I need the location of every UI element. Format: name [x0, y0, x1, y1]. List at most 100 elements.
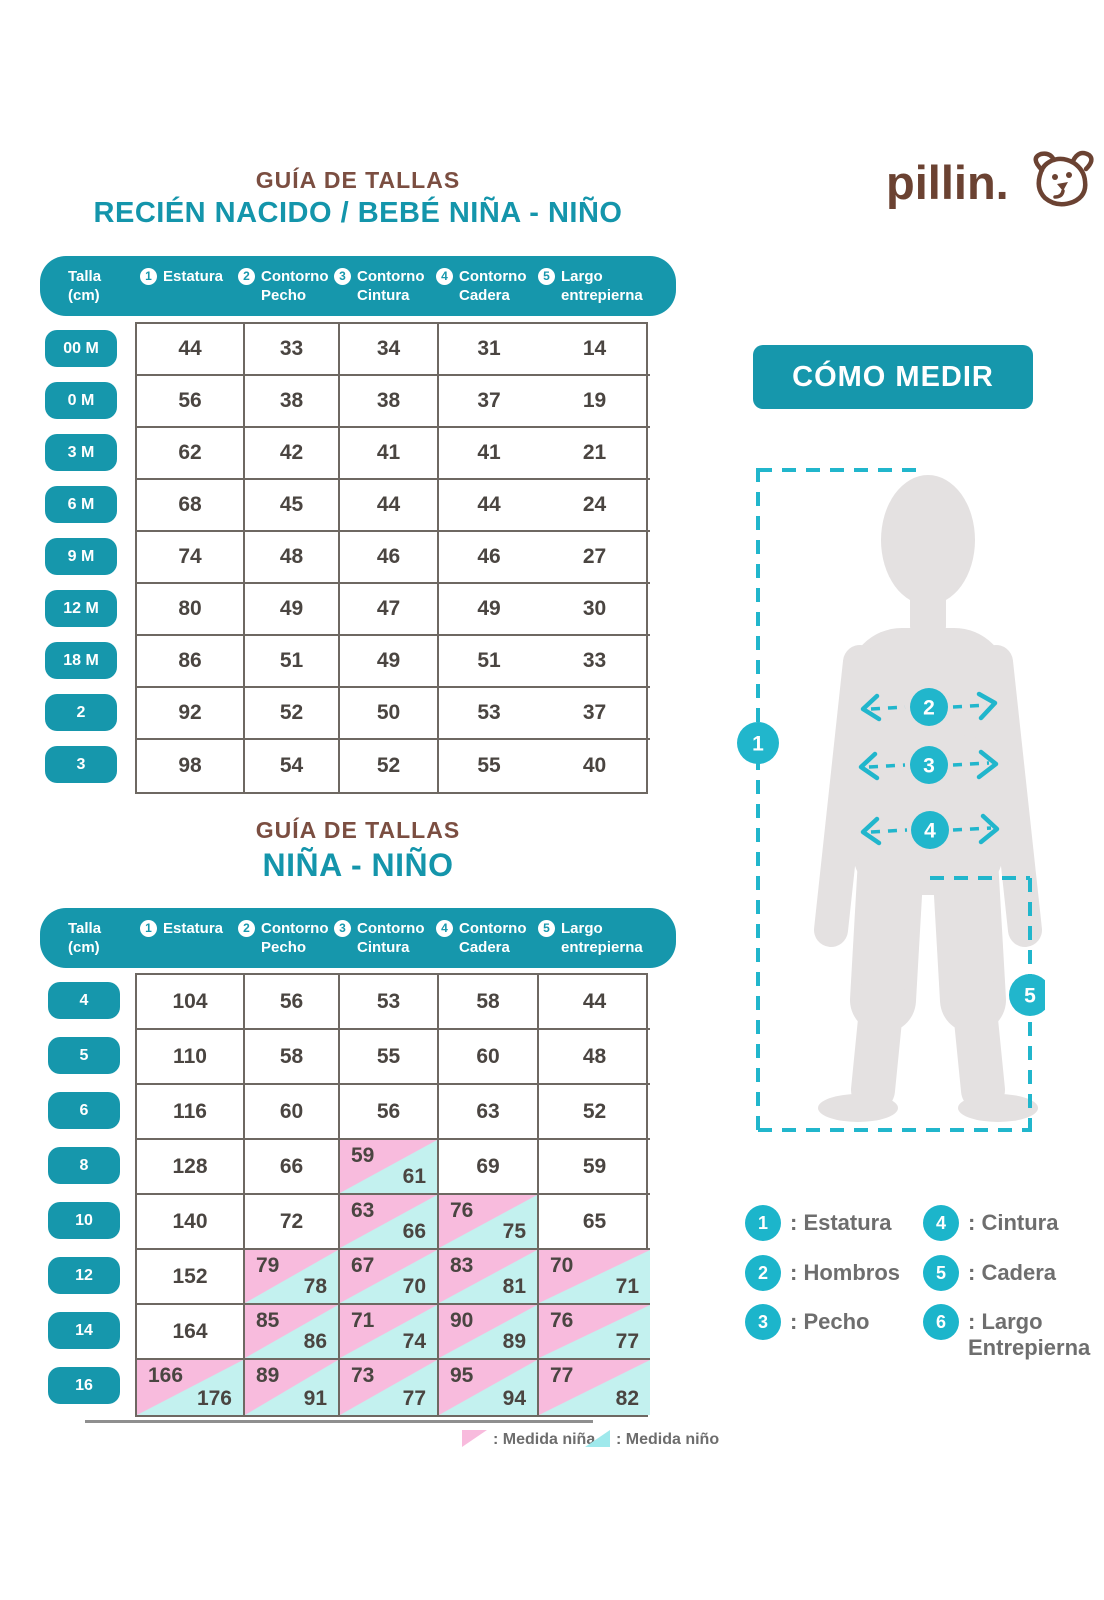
cell-value: 48	[582, 1044, 607, 1068]
column-number-badge: 3	[334, 920, 351, 937]
nino-value: 89	[502, 1330, 526, 1353]
cell-value: 52	[376, 754, 401, 777]
nino-value: 70	[402, 1275, 426, 1298]
table-cell: 44	[439, 480, 539, 532]
nina-value: 71	[351, 1309, 375, 1332]
cell-value: 52	[279, 701, 304, 724]
table1-header-bar: Talla (cm) 1 Estatura 2 Contorno Pecho 3 Conto…	[40, 256, 676, 316]
table-cell: 49	[439, 584, 539, 636]
column-header-1: 1 Estatura	[140, 919, 223, 938]
cell-value: 41	[376, 441, 401, 464]
column-header-2: 2 Contorno Pecho	[238, 267, 328, 305]
size-pill: 6 M	[45, 486, 117, 523]
table-cell: 65	[539, 1195, 650, 1250]
cell-value: 19	[582, 389, 607, 412]
column-title: Contorno	[261, 268, 329, 285]
cell-value: 50	[376, 701, 401, 724]
talla-line2: (cm)	[68, 939, 100, 956]
table-cell: 60	[439, 1030, 539, 1085]
nina-value: 70	[550, 1254, 574, 1277]
nino-value: 75	[502, 1220, 526, 1243]
cell-value: 59	[582, 1154, 607, 1178]
column-title: Contorno	[459, 268, 527, 285]
cell-value: 74	[178, 545, 202, 568]
nina-value: 73	[351, 1364, 375, 1387]
table-cell: 38	[340, 376, 439, 428]
cell-value: 34	[376, 337, 401, 360]
column-title: Contorno	[357, 268, 425, 285]
cell-value: 49	[279, 597, 304, 620]
table-cell: 44	[340, 480, 439, 532]
talla-line1: Talla	[68, 920, 102, 937]
nino-value: 66	[402, 1220, 426, 1243]
cell-value: 33	[279, 337, 304, 360]
table-cell-split: 76 75	[439, 1195, 539, 1250]
nino-value: 78	[303, 1275, 327, 1298]
size-pill: 8	[48, 1147, 120, 1184]
table-cell: 60	[245, 1085, 340, 1140]
talla-header: Talla (cm)	[68, 919, 101, 957]
cell-value: 45	[279, 493, 304, 516]
nina-triangle-icon	[462, 1430, 487, 1447]
cell-value: 60	[476, 1044, 500, 1068]
table-cell: 53	[340, 975, 439, 1030]
legend-label: : Cintura	[968, 1210, 1059, 1235]
table-cell: 52	[245, 688, 340, 740]
column-title-line2: Pecho	[261, 287, 307, 304]
talla-line2: (cm)	[68, 287, 100, 304]
column-title: Estatura	[163, 268, 224, 285]
table-cell: 86	[137, 636, 245, 688]
legend-number-badge: 3	[745, 1304, 781, 1340]
cell-value: 62	[178, 441, 202, 464]
table-cell: 37	[439, 376, 539, 428]
nina-value: 76	[450, 1199, 474, 1222]
cell-value: 104	[172, 989, 208, 1013]
table-cell: 55	[340, 1030, 439, 1085]
table-cell: 51	[439, 636, 539, 688]
table-cell-split: 85 86	[245, 1305, 340, 1360]
table-cell: 62	[137, 428, 245, 480]
cell-value: 49	[376, 649, 401, 672]
measure-legend-item-2: 2: Hombros	[745, 1255, 900, 1291]
table-cell: 45	[245, 480, 340, 532]
table-cell: 46	[340, 532, 439, 584]
nino-value: 61	[402, 1165, 426, 1188]
cell-value: 24	[582, 493, 607, 516]
section1-eyebrow: GUÍA DE TALLAS	[255, 167, 461, 193]
column-number-badge: 2	[238, 268, 255, 285]
legend-label: : Estatura	[790, 1210, 892, 1235]
column-title-line2: Cadera	[459, 287, 510, 304]
table2-grid: 104 56 53 58 44 110 58 55 60 48 116 60 56 63 52 128 66 59…	[135, 973, 650, 1417]
table-cell: 110	[137, 1030, 245, 1085]
legend-number-badge: 6	[923, 1304, 959, 1340]
table-cell: 42	[245, 428, 340, 480]
section2-title: NIÑA - NIÑO	[262, 847, 454, 883]
cell-value: 38	[279, 389, 304, 412]
table-cell: 63	[439, 1085, 539, 1140]
cell-value: 52	[582, 1099, 607, 1123]
cell-value: 30	[582, 597, 607, 620]
cell-value: 55	[477, 754, 501, 777]
table-cell-split: 67 70	[340, 1250, 439, 1305]
cell-value: 92	[178, 701, 202, 724]
table-cell: 56	[340, 1085, 439, 1140]
cell-value: 58	[279, 1044, 304, 1068]
column-title-line2: entrepierna	[561, 939, 643, 956]
cell-value: 56	[178, 389, 202, 412]
table-cell: 14	[539, 324, 650, 376]
size-pill: 6	[48, 1092, 120, 1129]
table1-grid: 44 33 34 31 14 56 38 38 37 19 62 42 41 41 21 68 45 44 44 24…	[135, 322, 650, 794]
table-cell-split: 89 91	[245, 1360, 340, 1415]
cell-value: 37	[582, 701, 607, 724]
table-cell: 58	[245, 1030, 340, 1085]
table-cell: 27	[539, 532, 650, 584]
table-cell: 49	[245, 584, 340, 636]
column-title-line2: Cadera	[459, 939, 510, 956]
table-cell-split: 90 89	[439, 1305, 539, 1360]
table-cell: 98	[137, 740, 245, 792]
size-pill: 16	[48, 1367, 120, 1404]
nina-value: 85	[256, 1309, 280, 1332]
size-pill: 00 M	[45, 330, 117, 367]
cell-value: 40	[582, 754, 607, 777]
